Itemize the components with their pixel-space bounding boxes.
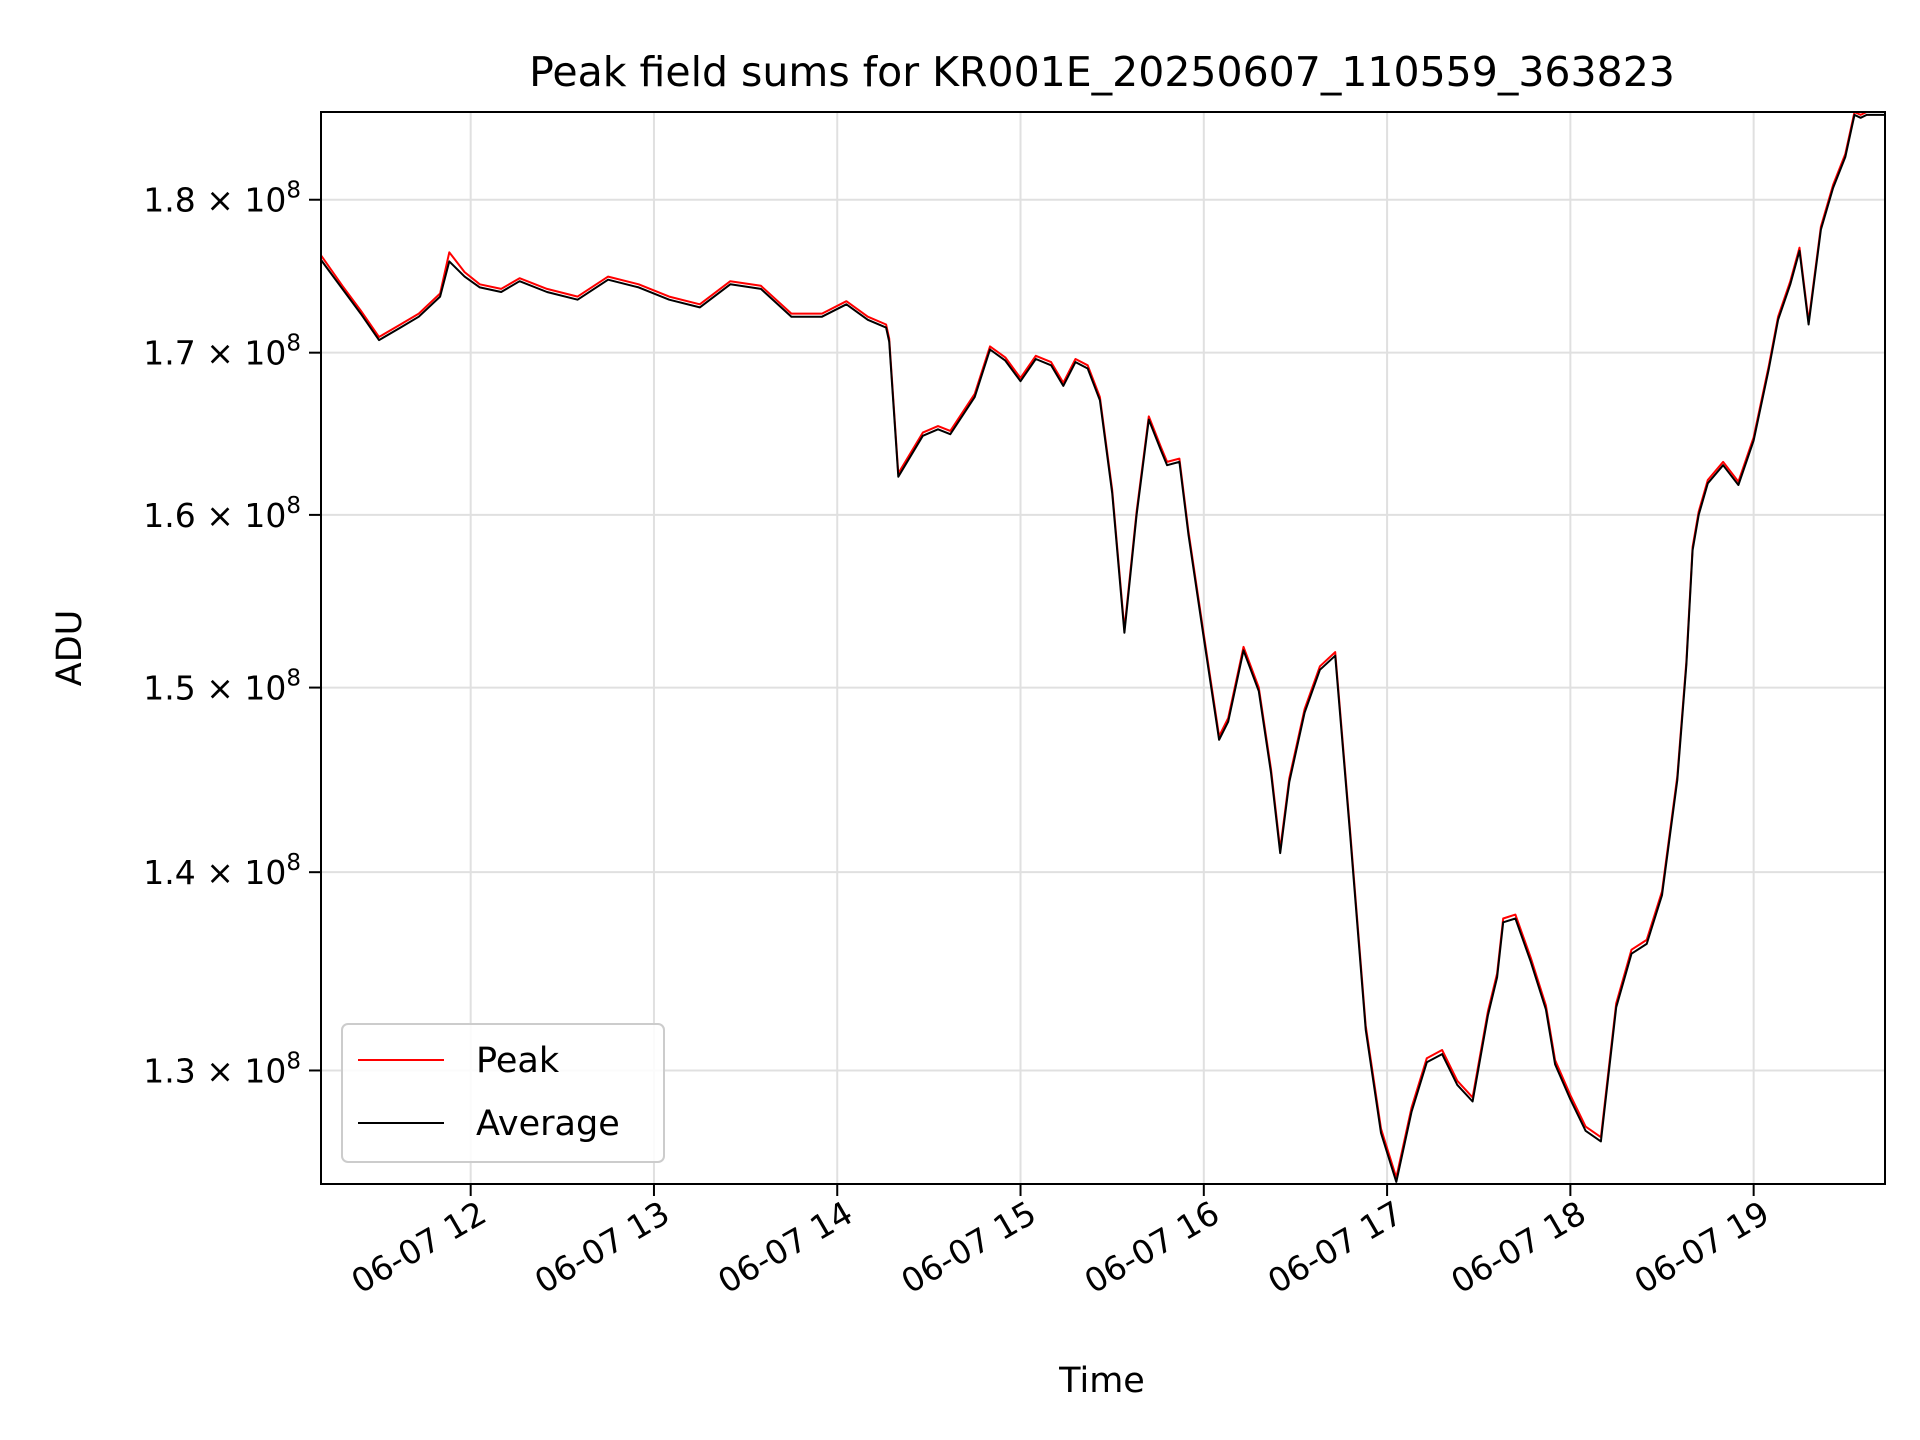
y-tick-label-exponent: 8 bbox=[286, 178, 301, 204]
y-tick-label: 1.8 × 108 bbox=[143, 178, 301, 220]
y-tick-label-exponent: 8 bbox=[286, 666, 301, 692]
grid bbox=[321, 112, 1885, 1184]
series-lines bbox=[321, 112, 1885, 1183]
legend-label-average: Average bbox=[476, 1104, 620, 1144]
legend-label-peak: Peak bbox=[476, 1041, 560, 1081]
y-tick-label-exponent: 8 bbox=[286, 331, 301, 357]
y-tick-label: 1.4 × 108 bbox=[143, 850, 301, 892]
x-axis-label: Time bbox=[1058, 1361, 1145, 1401]
y-tick-label-exponent: 8 bbox=[286, 1048, 301, 1074]
y-tick-label-mantissa: 1.7 bbox=[143, 334, 195, 373]
series-line-average bbox=[321, 113, 1885, 1183]
y-tick-label-exponent: 8 bbox=[286, 850, 301, 876]
y-tick-label: 1.3 × 108 bbox=[143, 1048, 301, 1090]
y-axis-label: ADU bbox=[50, 610, 90, 687]
y-tick-label-mantissa: 1.6 bbox=[143, 496, 195, 535]
y-tick-label: 1.7 × 108 bbox=[143, 331, 301, 373]
y-tick-label-exponent: 8 bbox=[286, 493, 301, 519]
plot-frame bbox=[320, 111, 1886, 1185]
y-tick-label-mantissa: 1.3 bbox=[143, 1051, 195, 1090]
legend-box bbox=[341, 1023, 665, 1163]
y-tick-label-mantissa: 1.5 bbox=[143, 669, 195, 708]
y-tick-label-mantissa: 1.4 bbox=[143, 853, 195, 892]
y-tick-label-mantissa: 1.8 bbox=[143, 181, 195, 220]
y-axis: 1.3 × 108 1.4 × 108 1.5 × 108 1.6 × 108 1.7 … bbox=[143, 178, 321, 1090]
y-tick-label: 1.5 × 108 bbox=[143, 666, 301, 708]
chart-title: Peak field sums for KR001E_20250607_1105… bbox=[529, 48, 1675, 96]
y-tick-label: 1.6 × 108 bbox=[143, 493, 301, 535]
legend: Peak Average bbox=[341, 1023, 665, 1163]
